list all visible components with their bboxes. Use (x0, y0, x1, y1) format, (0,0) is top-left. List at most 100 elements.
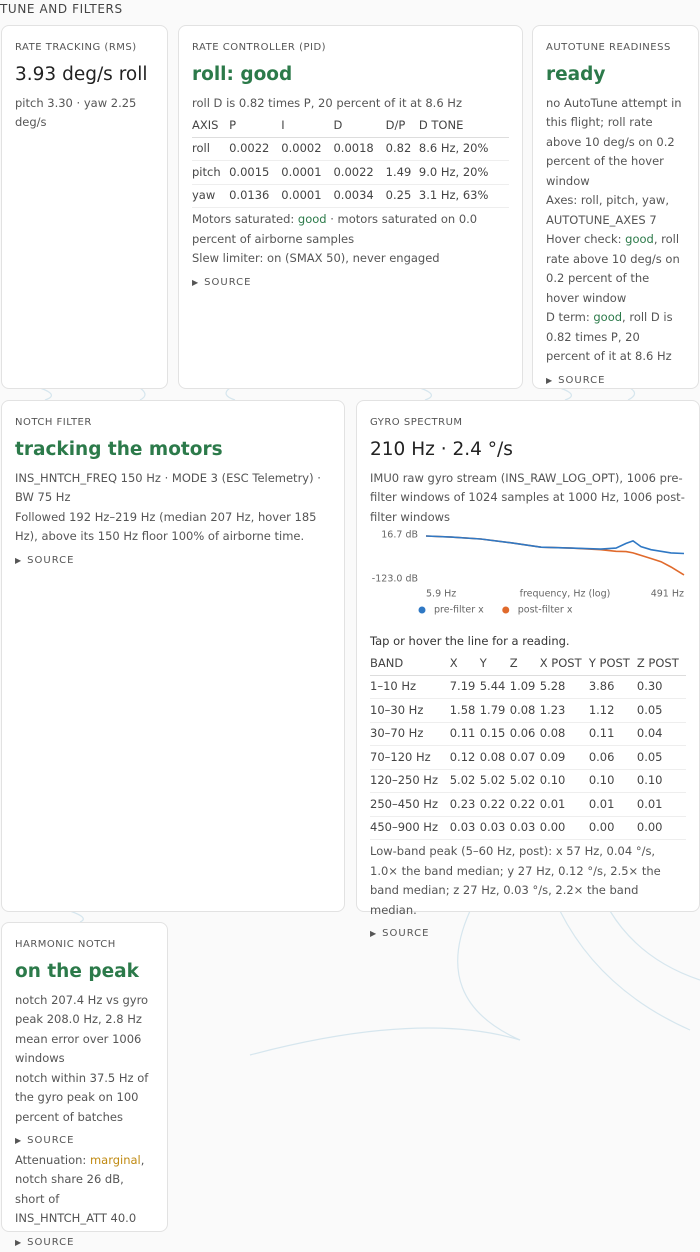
legend-label: pre-filter x (434, 605, 484, 616)
source-toggle[interactable]: SOURCE (15, 1233, 154, 1252)
cell: 0.25 (386, 184, 419, 208)
cell: 0.10 (589, 769, 637, 793)
headline: 3.93 deg/s roll (15, 62, 154, 88)
rate-tracking-card: RATE TRACKING (RMS) 3.93 deg/s roll pitc… (1, 25, 168, 389)
source-toggle[interactable]: SOURCE (15, 1131, 154, 1151)
cell: 5.02 (450, 769, 480, 793)
cell: 0.07 (510, 746, 540, 770)
autotune-card: AUTOTUNE READINESS ready no AutoTune att… (532, 25, 699, 389)
cell: 0.22 (510, 793, 540, 817)
cell: 120–250 Hz (370, 769, 450, 793)
column-header: D/P (386, 115, 419, 137)
dterm: D term: good, roll D is 0.82 times P, 20… (546, 308, 685, 367)
source-toggle[interactable]: SOURCE (546, 371, 685, 391)
cell: 0.00 (589, 816, 637, 840)
cell: 0.00 (540, 816, 589, 840)
cell: 5.44 (480, 675, 510, 699)
gyro-spectrum-card: GYRO SPECTRUM 210 Hz · 2.4 °/s IMU0 raw … (356, 400, 700, 912)
detail: no AutoTune attempt in this flight; roll… (546, 94, 685, 192)
cell: 0.03 (450, 816, 480, 840)
cell: 450–900 Hz (370, 816, 450, 840)
source-toggle[interactable]: SOURCE (370, 924, 686, 944)
spectrum-line (426, 536, 684, 575)
cell: 5.02 (510, 769, 540, 793)
card-label: HARMONIC NOTCH (15, 935, 154, 955)
column-header: Z (510, 653, 540, 675)
cell: 0.05 (637, 746, 686, 770)
cell: 0.0001 (281, 184, 333, 208)
cell: 30–70 Hz (370, 722, 450, 746)
status: good (593, 310, 622, 324)
axes: Axes: roll, pitch, yaw, AUTOTUNE_AXES 7 (546, 191, 685, 230)
cell: 0.10 (637, 769, 686, 793)
prefix: Attenuation: (15, 1153, 86, 1167)
cell: 0.0022 (229, 137, 281, 161)
status: good (625, 232, 654, 246)
column-header: BAND (370, 653, 450, 675)
prefix: Hover check: (546, 232, 622, 246)
column-header: X POST (540, 653, 589, 675)
cell: 0.04 (637, 722, 686, 746)
notch-filter-card: NOTCH FILTER tracking the motors INS_HNT… (1, 400, 345, 912)
cell: 0.06 (510, 722, 540, 746)
column-header: Y POST (589, 653, 637, 675)
legend-swatch (502, 607, 509, 614)
cell: 0.0002 (281, 137, 333, 161)
prefix: Motors saturated: (192, 212, 294, 226)
status: marginal (90, 1153, 141, 1167)
rate-controller-card: RATE CONTROLLER (PID) roll: good roll D … (178, 25, 523, 389)
cell: 0.10 (540, 769, 589, 793)
config: INS_HNTCH_FREQ 150 Hz · MODE 3 (ESC Tele… (15, 469, 331, 508)
cell: 8.6 Hz, 20% (419, 137, 509, 161)
legend-label: post-filter x (518, 605, 573, 616)
column-header: I (281, 115, 333, 137)
column-header: D TONE (419, 115, 509, 137)
y-tick-label: -123.0 dB (372, 574, 418, 585)
source-toggle[interactable]: SOURCE (192, 273, 509, 293)
card-label: RATE CONTROLLER (PID) (192, 38, 509, 58)
source-toggle[interactable]: SOURCE (15, 551, 331, 571)
legend-swatch (419, 607, 426, 614)
hover: Hover check: good, roll rate above 10 de… (546, 230, 685, 308)
harmonic-notch-card: HARMONIC NOTCH on the peak notch 207.4 H… (1, 922, 168, 1232)
cell: 0.08 (510, 699, 540, 723)
cell: 1.12 (589, 699, 637, 723)
cell: pitch (192, 161, 229, 185)
cell: yaw (192, 184, 229, 208)
cell: 1.79 (480, 699, 510, 723)
column-header: AXIS (192, 115, 229, 137)
cell: 3.1 Hz, 63% (419, 184, 509, 208)
cell: 0.08 (540, 722, 589, 746)
x-axis-label: frequency, Hz (log) (520, 589, 611, 600)
column-header: Z POST (637, 653, 686, 675)
cell: 1.58 (450, 699, 480, 723)
low-band: Low-band peak (5–60 Hz, post): x 57 Hz, … (370, 842, 686, 920)
column-header: D (333, 115, 385, 137)
cell: 0.12 (450, 746, 480, 770)
cell: 0.00 (637, 816, 686, 840)
cell: 0.05 (637, 699, 686, 723)
cell: 1–10 Hz (370, 675, 450, 699)
cell: 0.03 (510, 816, 540, 840)
cell: 0.0022 (333, 161, 385, 185)
spectrum-line (426, 536, 684, 554)
detail: Followed 192 Hz–219 Hz (median 207 Hz, h… (15, 508, 331, 547)
cell: 5.28 (540, 675, 589, 699)
cell: 0.0015 (229, 161, 281, 185)
detail: IMU0 raw gyro stream (INS_RAW_LOG_OPT), … (370, 469, 686, 528)
card-label: NOTCH FILTER (15, 413, 331, 433)
headline: tracking the motors (15, 437, 331, 463)
cell: 0.11 (450, 722, 480, 746)
cell: roll (192, 137, 229, 161)
cell: 7.19 (450, 675, 480, 699)
cell: 0.09 (540, 746, 589, 770)
attenuation: Attenuation: marginal, notch share 26 dB… (15, 1151, 154, 1229)
cell: 0.15 (480, 722, 510, 746)
cell: 250–450 Hz (370, 793, 450, 817)
cell: 0.0001 (281, 161, 333, 185)
